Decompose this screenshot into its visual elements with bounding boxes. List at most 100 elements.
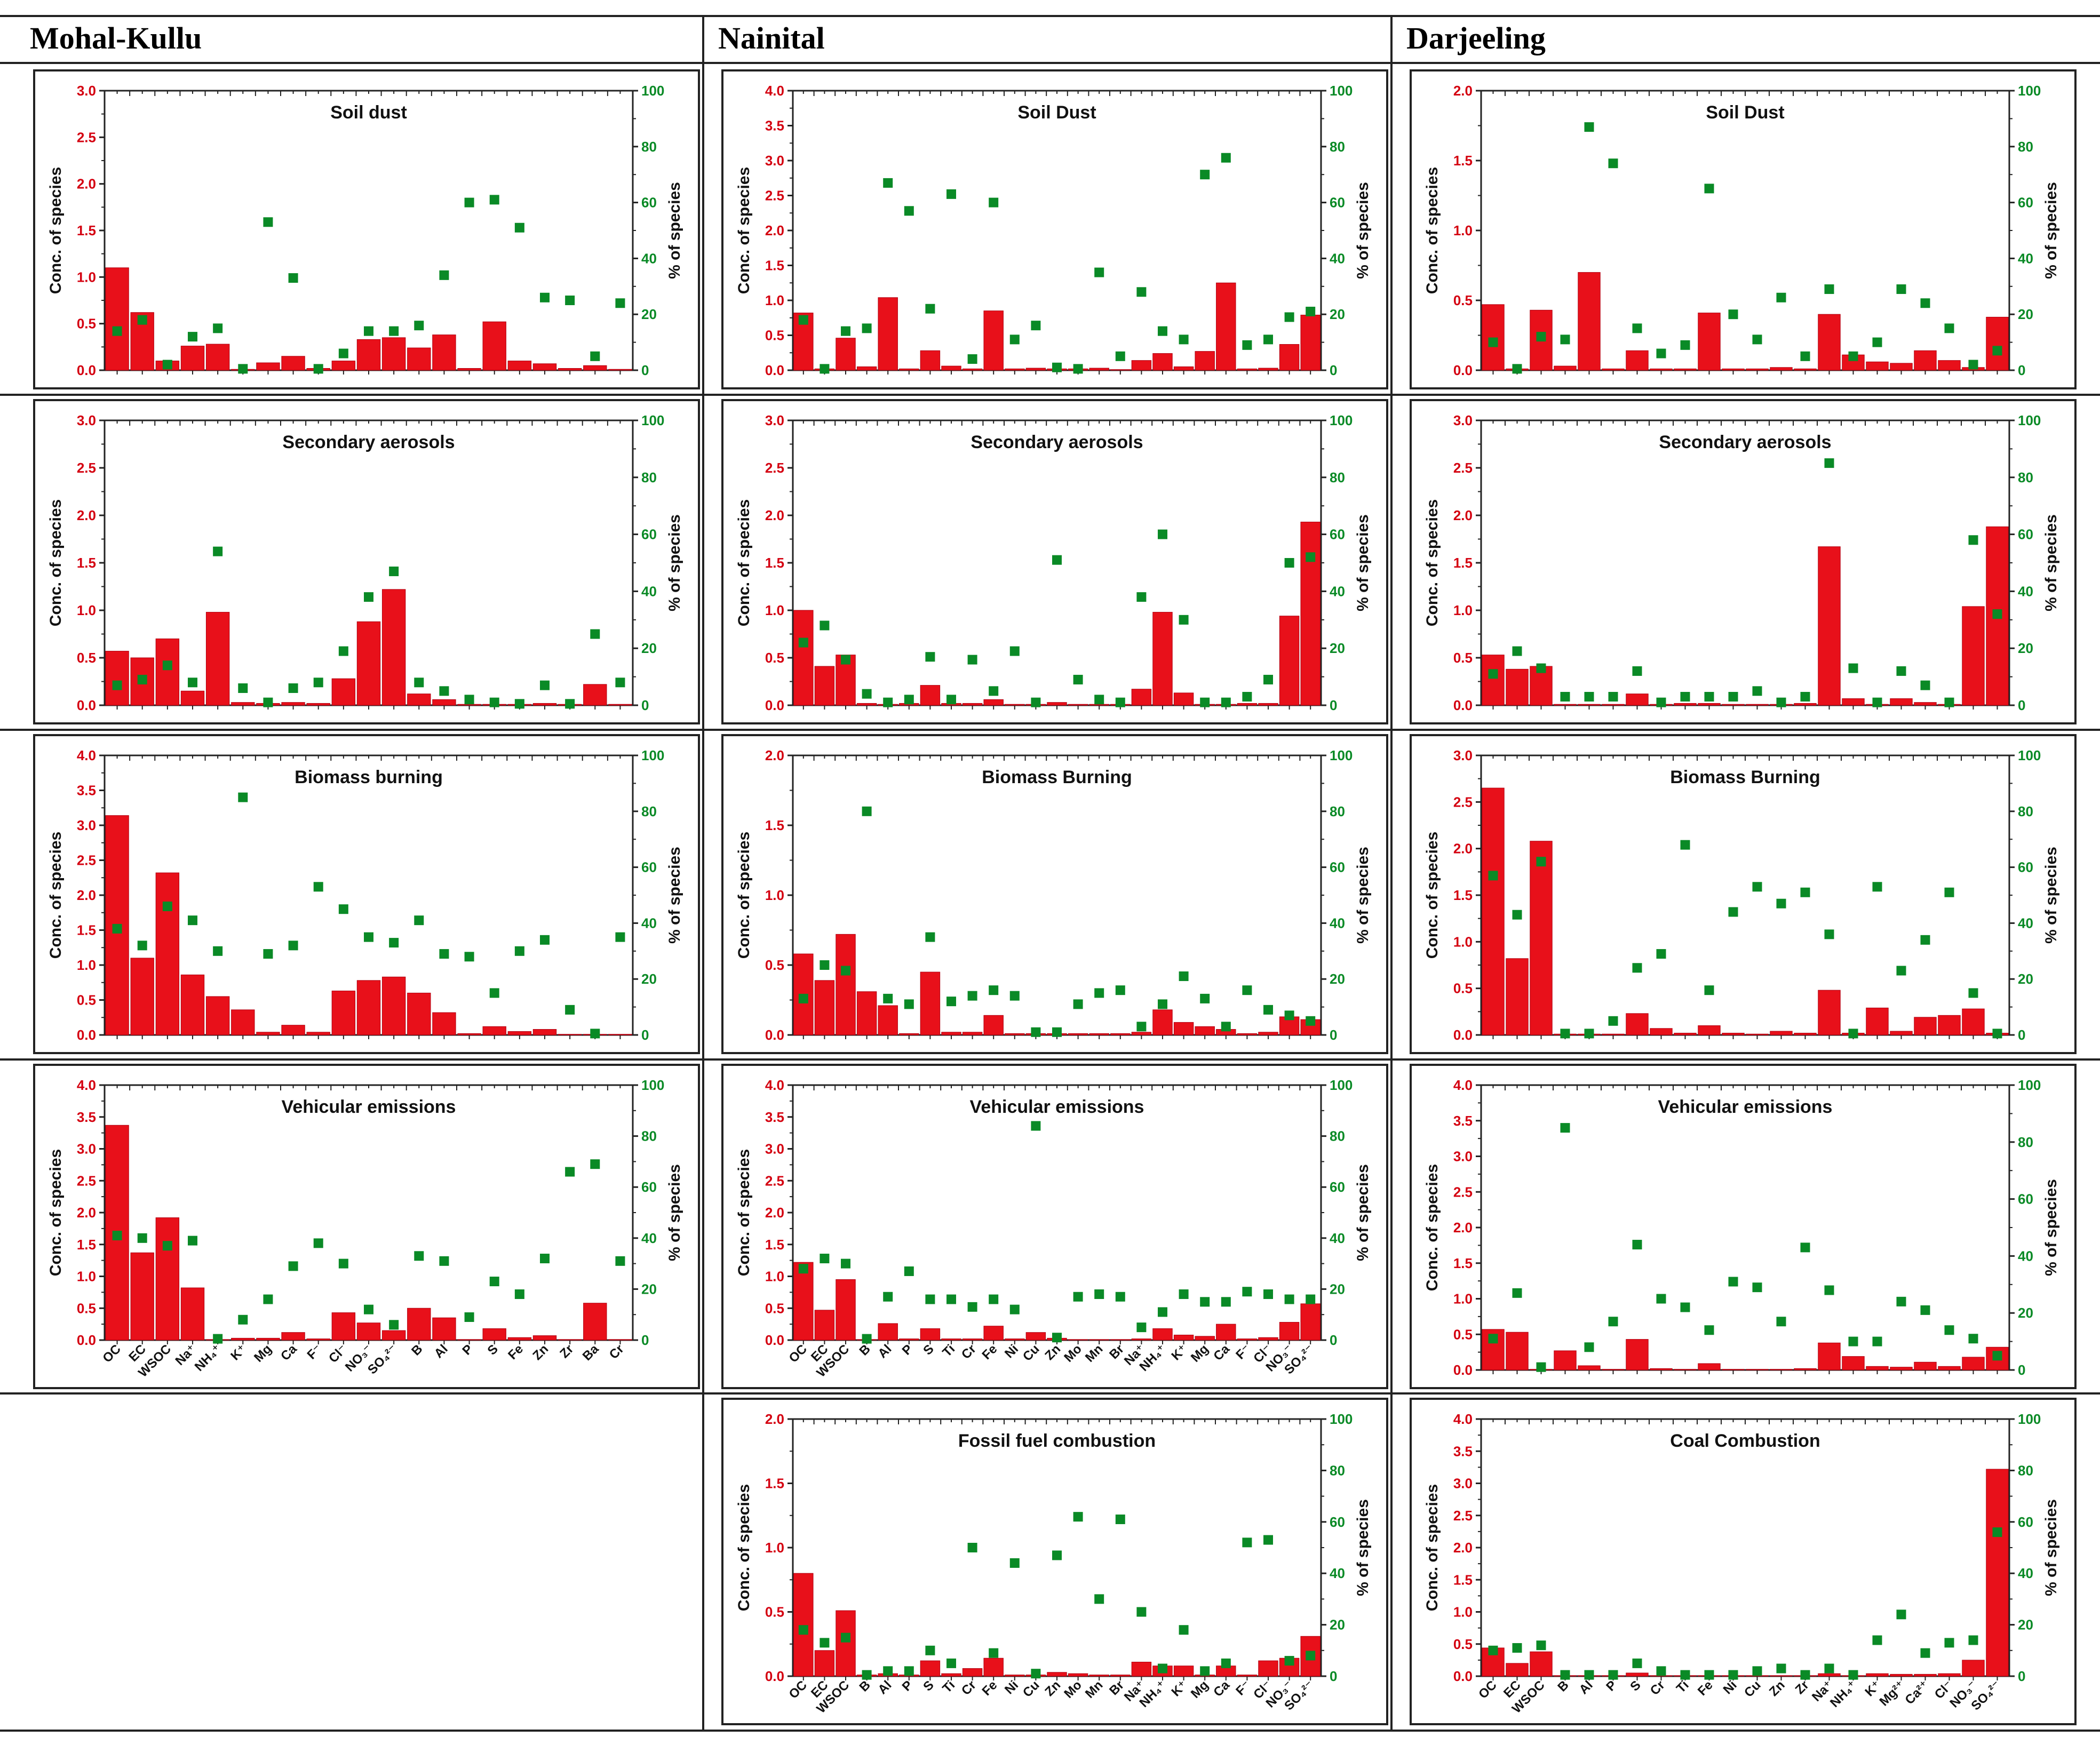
- point-12: [414, 1251, 424, 1261]
- point-16: [1872, 697, 1882, 707]
- point-17: [540, 680, 550, 690]
- bar-14: [1818, 990, 1841, 1035]
- point-5: [238, 792, 248, 802]
- bar-15: [1110, 1675, 1131, 1677]
- left-tick-label: 1.0: [77, 1269, 96, 1285]
- left-tick-label: 2.0: [1453, 841, 1473, 857]
- point-11: [1752, 334, 1762, 345]
- right-tick-label: 80: [2018, 1134, 2033, 1150]
- point-17: [1158, 1307, 1167, 1317]
- point-4: [213, 323, 223, 333]
- bar-7: [1650, 1028, 1673, 1035]
- left-tick-label: 3.5: [77, 1109, 96, 1125]
- bar-2: [155, 872, 180, 1035]
- point-18: [565, 1005, 575, 1015]
- point-10: [364, 326, 373, 336]
- right-tick-label: 20: [641, 306, 657, 322]
- point-1: [820, 960, 830, 970]
- point-14: [1824, 284, 1834, 294]
- bar-15: [482, 1026, 506, 1035]
- col-divider-2: [1390, 15, 1393, 1732]
- left-tick-label: 0.5: [1453, 650, 1473, 666]
- right-tick-label: 60: [1330, 195, 1345, 211]
- left-axis-title: Conc. of species: [1423, 1484, 1441, 1611]
- x-tick-label: Al: [432, 1342, 451, 1361]
- right-tick-label: 20: [2018, 306, 2033, 322]
- point-5: [904, 999, 914, 1009]
- x-tick-label: S: [920, 1342, 936, 1358]
- right-tick-label: 0: [1330, 1027, 1337, 1043]
- point-4: [213, 1334, 223, 1344]
- column-title-darjeeling: Darjeeling: [1406, 21, 1546, 55]
- point-9: [989, 1294, 999, 1304]
- x-tick-label: Ti: [1674, 1678, 1692, 1696]
- point-8: [967, 1543, 977, 1552]
- x-tick-label: B: [409, 1342, 425, 1358]
- point-5: [1608, 1670, 1618, 1680]
- bar-12: [1770, 367, 1793, 371]
- left-tick-label: 2.5: [1453, 460, 1473, 476]
- point-23: [1284, 558, 1294, 568]
- left-tick-label: 2.5: [77, 1173, 96, 1189]
- right-axis-title: % of species: [666, 182, 683, 279]
- left-tick-label: 1.5: [77, 1237, 96, 1253]
- left-tick-label: 0.5: [77, 992, 96, 1008]
- chart-title: Vehicular emissions: [970, 1097, 1144, 1117]
- right-tick-label: 100: [2018, 83, 2041, 99]
- chart-svg-dj-coal: 0.0 0.5 1.0 1.5 2.0 2.5 3.0 3.5 4.0 0 20 40 60 80 100 C…: [1423, 1411, 2060, 1716]
- left-tick-label: 0.0: [765, 1668, 784, 1684]
- right-tick-label: 0: [641, 1027, 649, 1043]
- bar-1: [814, 666, 835, 706]
- point-4: [1584, 1029, 1594, 1039]
- bar-19: [1938, 1673, 1961, 1677]
- bar-9: [1698, 703, 1721, 706]
- bar-7: [941, 365, 961, 371]
- point-8: [313, 678, 323, 688]
- left-tick-label: 2.0: [765, 1411, 784, 1427]
- bar-17: [1152, 353, 1173, 371]
- right-tick-label: 0: [2018, 697, 2025, 713]
- left-axis-title: Conc. of species: [735, 167, 753, 294]
- x-tick-label: Al: [875, 1678, 894, 1697]
- right-tick-label: 20: [2018, 971, 2033, 987]
- x-tick-label: P: [459, 1342, 475, 1358]
- right-tick-label: 20: [1330, 306, 1345, 322]
- point-19: [1200, 993, 1210, 1003]
- point-22: [1263, 1005, 1273, 1015]
- bar-13: [1068, 1033, 1088, 1035]
- point-16: [514, 1289, 524, 1299]
- point-21: [1242, 691, 1252, 702]
- point-17: [540, 292, 550, 302]
- point-1: [137, 941, 147, 951]
- left-tick-label: 3.0: [765, 412, 784, 428]
- bar-6: [920, 350, 941, 371]
- bar-11: [1746, 1369, 1769, 1371]
- left-tick-label: 1.0: [765, 887, 784, 903]
- chart-panel-dj-biomass: 0.0 0.5 1.0 1.5 2.0 2.5 3.0 0 20 40 60 80 100 Conc. o…: [1410, 734, 2077, 1054]
- point-6: [263, 1294, 273, 1304]
- bar-10: [1722, 704, 1745, 706]
- point-8: [1680, 340, 1690, 350]
- point-21: [1992, 1351, 2002, 1361]
- x-tick-label: OC: [100, 1342, 124, 1366]
- chart-panel-dj-soil: 0.0 0.5 1.0 1.5 2.0 0 20 40 60 80 100 Conc. of spec…: [1410, 69, 2077, 389]
- left-tick-label: 0.5: [77, 1300, 96, 1316]
- point-20: [615, 298, 625, 308]
- x-tick-label: F⁻: [1233, 1342, 1253, 1362]
- bar-9: [983, 1326, 1004, 1341]
- plot-frame: [792, 1084, 1322, 1341]
- point-12: [1776, 1317, 1786, 1327]
- right-tick-label: 40: [2018, 583, 2033, 599]
- point-12: [1052, 1333, 1062, 1343]
- bar-1: [130, 958, 154, 1035]
- point-8: [1680, 691, 1690, 702]
- left-tick-label: 1.5: [77, 922, 96, 938]
- point-12: [1052, 1550, 1062, 1560]
- right-tick-label: 40: [2018, 915, 2033, 931]
- point-12: [1776, 1663, 1786, 1674]
- point-13: [1073, 674, 1083, 684]
- point-3: [862, 689, 872, 699]
- chart-svg-dj-soil: 0.0 0.5 1.0 1.5 2.0 0 20 40 60 80 100 Conc. of spec…: [1423, 83, 2060, 378]
- bar-9: [983, 1015, 1004, 1035]
- bar-17: [1152, 1328, 1173, 1341]
